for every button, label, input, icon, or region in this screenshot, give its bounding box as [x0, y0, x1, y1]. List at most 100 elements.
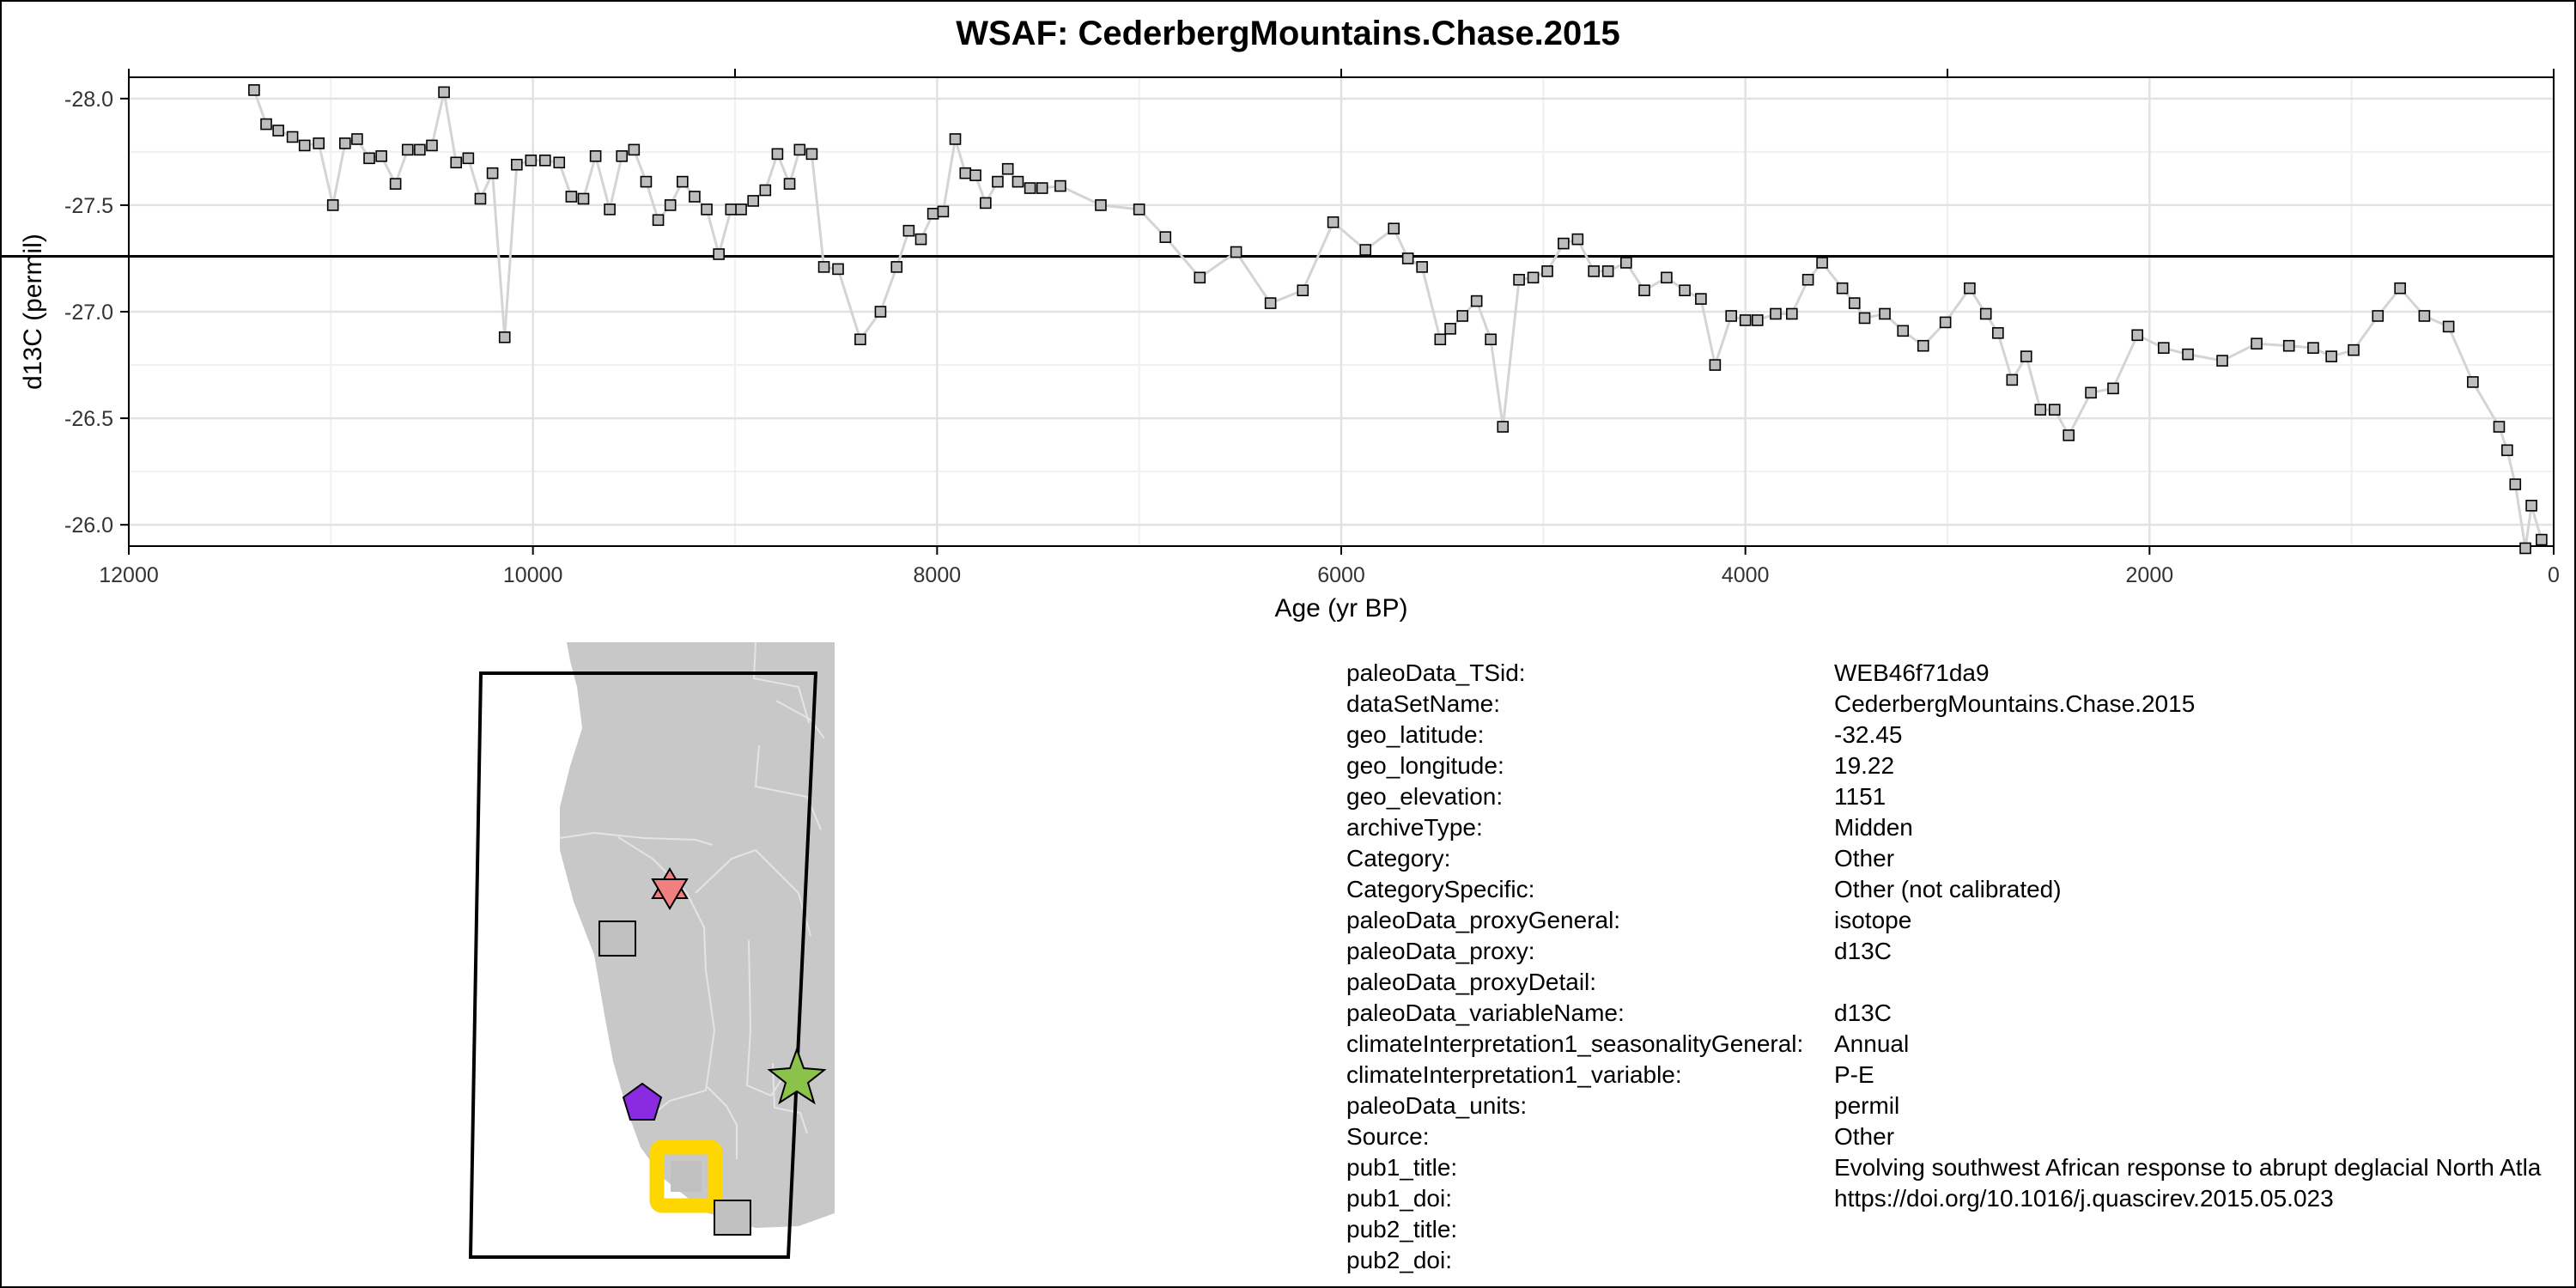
data-point: [1751, 314, 1764, 326]
site-markers: [598, 867, 827, 1236]
data-point: [474, 192, 487, 205]
data-point: [980, 197, 992, 210]
data-point: [1001, 162, 1014, 175]
data-point: [874, 306, 887, 318]
data-point: [1230, 246, 1242, 258]
data-point: [2251, 337, 2263, 350]
metadata-value: Evolving southwest African response to a…: [1834, 1154, 2542, 1181]
metadata-value: Midden: [1834, 814, 1913, 841]
metadata-key: archiveType:: [1346, 814, 1483, 841]
square-icon: [598, 920, 636, 957]
data-point: [1541, 265, 1553, 277]
data-point: [747, 195, 759, 207]
metadata-row: paleoData_proxy: d13C: [1346, 936, 2574, 967]
metadata-value: WEB46f71da9: [1834, 659, 1990, 686]
metadata-value: Annual: [1834, 1030, 1910, 1057]
data-point: [1695, 293, 1707, 305]
metadata-key: pub2_doi:: [1346, 1247, 1453, 1273]
data-point: [426, 139, 438, 152]
data-point: [1456, 310, 1468, 322]
data-point: [2348, 343, 2360, 356]
metadata-row: pub2_doi:: [1346, 1245, 2574, 1276]
metadata-row: CategorySpecific: Other (not calibrated): [1346, 874, 2574, 905]
metadata-key: paleoData_variableName:: [1346, 999, 1625, 1026]
metadata-value: 1151: [1834, 783, 1886, 810]
data-point: [525, 154, 538, 167]
metadata-value: permil: [1834, 1092, 1900, 1119]
metadata-table: paleoData_TSid: WEB46f71da9 dataSetName: Ce…: [1346, 658, 2574, 1276]
data-point: [713, 248, 725, 260]
metadata-key: paleoData_proxyDetail:: [1346, 969, 1597, 995]
star-icon: [767, 1047, 827, 1105]
data-point: [2158, 342, 2170, 354]
data-point: [1601, 265, 1614, 277]
data-point: [1470, 295, 1483, 307]
data-point: [1416, 261, 1428, 273]
data-point: [902, 224, 915, 237]
data-point: [1836, 282, 1849, 295]
africa-landmass: [559, 642, 835, 1228]
metadata-key: dataSetName:: [1346, 690, 1500, 717]
y-tick-label: -26.0: [64, 513, 113, 538]
metadata-row: paleoData_proxyDetail:: [1346, 967, 2574, 998]
data-point: [1709, 359, 1722, 371]
data-point: [2325, 350, 2337, 362]
data-point: [689, 191, 701, 203]
metadata-key: pub1_doi:: [1346, 1185, 1453, 1212]
star-of-david-icon: [651, 867, 689, 910]
x-axis-label: Age (yr BP): [1274, 594, 1407, 623]
highlight-ring: [649, 1139, 723, 1213]
data-point: [793, 143, 806, 156]
data-point: [1095, 199, 1107, 211]
data-point: [1558, 237, 1570, 250]
data-point: [664, 199, 677, 211]
data-point: [389, 178, 402, 190]
metadata-row: pub2_title:: [1346, 1214, 2574, 1245]
data-point: [1739, 314, 1752, 326]
metadata-value: CederbergMountains.Chase.2015: [1834, 690, 2196, 717]
data-point: [1359, 244, 1372, 256]
metadata-row: geo_longitude: 19.22: [1346, 750, 2574, 781]
data-point: [2063, 429, 2075, 441]
data-point: [2182, 348, 2194, 361]
data-point: [511, 158, 523, 171]
x-tick-label: 0: [2548, 563, 2560, 587]
metadata-row: Source: Other: [1346, 1121, 2574, 1152]
metadata-key: geo_latitude:: [1346, 721, 1485, 748]
metadata-value: P-E: [1834, 1061, 1874, 1088]
data-point: [1979, 307, 1992, 320]
data-point: [937, 205, 950, 218]
data-point: [1939, 316, 1952, 329]
data-point: [401, 143, 414, 156]
metadata-key: paleoData_proxy:: [1346, 938, 1535, 964]
data-point: [260, 118, 272, 131]
data-point: [2493, 421, 2506, 433]
data-point: [771, 148, 784, 161]
data-point: [363, 152, 375, 165]
metadata-row: pub1_doi: https://doi.org/10.1016/j.quasc…: [1346, 1183, 2574, 1214]
data-point: [2509, 478, 2522, 490]
data-point: [1297, 284, 1309, 296]
metadata-row: paleoData_units: permil: [1346, 1091, 2574, 1121]
data-point: [1992, 327, 2004, 339]
data-point: [1638, 284, 1650, 296]
data-point: [969, 169, 981, 181]
data-point: [248, 84, 260, 96]
data-point: [1264, 297, 1277, 309]
series-points: [248, 84, 2548, 555]
data-point: [1964, 282, 1976, 295]
data-point: [992, 175, 1004, 188]
data-point: [759, 184, 772, 197]
data-point: [677, 175, 689, 188]
metadata-value: d13C: [1834, 999, 1892, 1026]
data-point: [414, 143, 426, 156]
metadata-value: isotope: [1834, 907, 1912, 933]
data-point: [832, 263, 844, 276]
data-point: [1816, 257, 1828, 269]
metadata-row: paleoData_proxyGeneral: isotope: [1346, 905, 2574, 936]
data-point: [2307, 342, 2319, 354]
x-tick-label: 6000: [1317, 563, 1365, 587]
data-point: [2394, 282, 2406, 295]
